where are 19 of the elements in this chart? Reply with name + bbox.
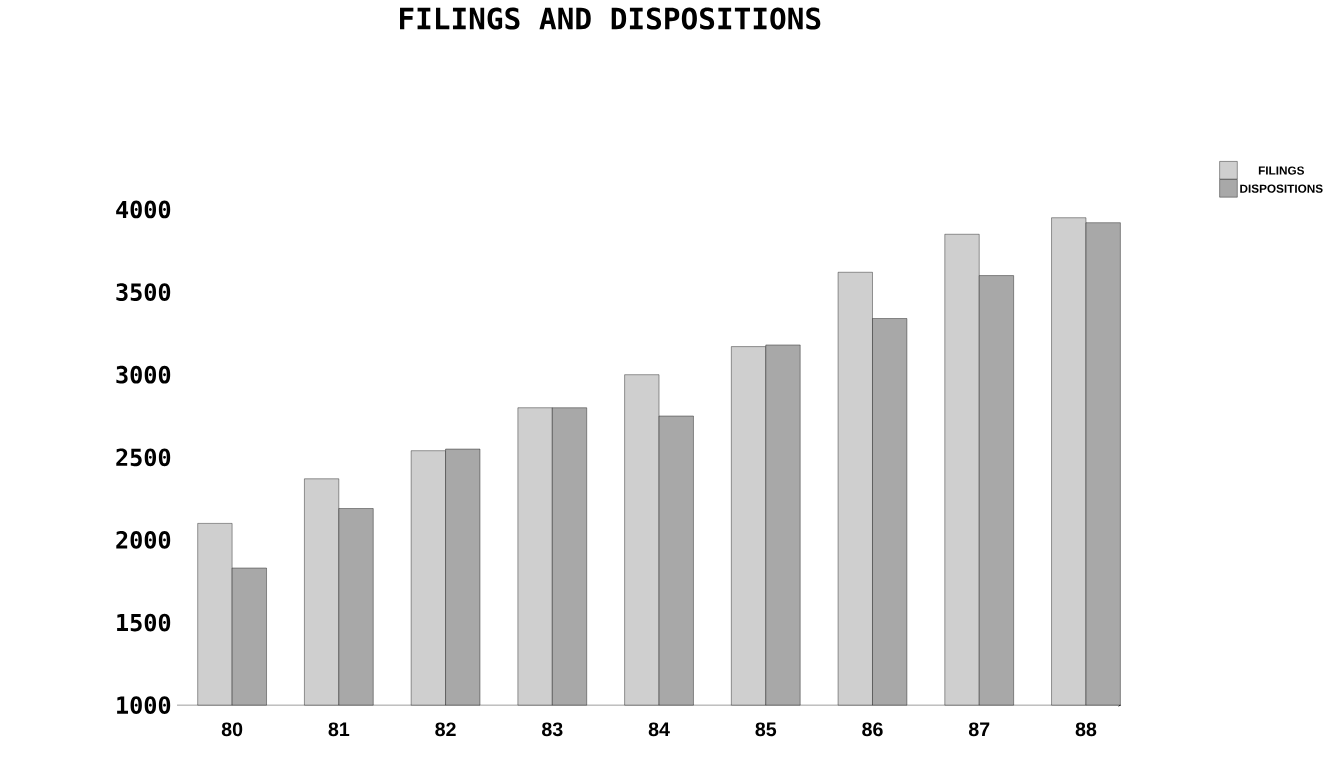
x-tick-label: 80	[221, 722, 243, 737]
y-tick-label: 1000	[117, 696, 171, 715]
x-tick-label: 84	[648, 722, 670, 737]
legend-label: DISPOSITIONS	[1240, 184, 1323, 193]
x-tick-label: 82	[435, 722, 456, 737]
y-tick-label: 2500	[116, 448, 171, 467]
legend-label: FILINGS	[1258, 166, 1305, 175]
y-tick-label: 3000	[116, 365, 171, 384]
y-tick-label: 3500	[116, 283, 171, 302]
y-tick-label: 4000	[116, 200, 171, 219]
y-tick-label: 1500	[117, 613, 171, 632]
x-tick-label: 83	[542, 722, 563, 737]
x-tick-label: 85	[755, 722, 777, 737]
x-tick-label: 81	[328, 722, 350, 737]
chart-title: FILINGS AND DISPOSITIONS	[400, 7, 821, 30]
y-tick-label: 2000	[116, 531, 171, 549]
x-tick-label: 87	[968, 722, 990, 737]
x-tick-label: 86	[862, 722, 883, 737]
x-tick-label: 88	[1075, 722, 1097, 737]
